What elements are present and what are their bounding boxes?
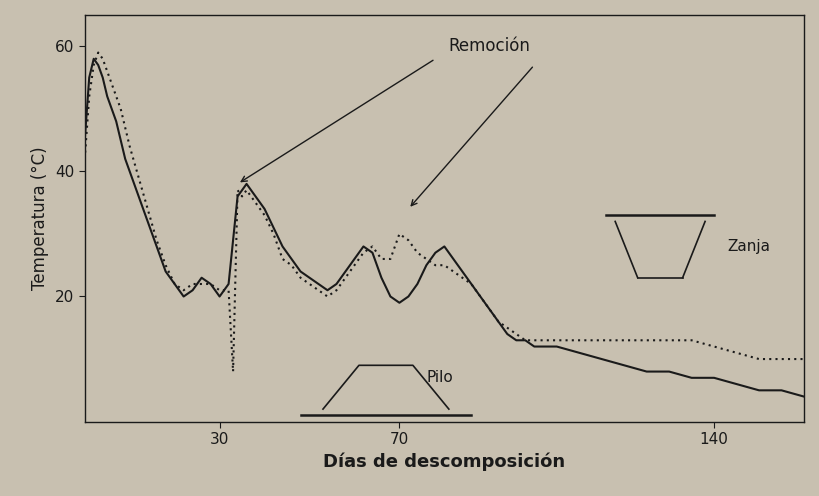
X-axis label: Días de descomposición: Días de descomposición [324, 452, 565, 471]
Text: Zanja: Zanja [727, 239, 771, 254]
Text: Pilo: Pilo [427, 371, 453, 385]
Text: Remoción: Remoción [448, 37, 530, 55]
Y-axis label: Temperatura (°C): Temperatura (°C) [31, 146, 49, 290]
